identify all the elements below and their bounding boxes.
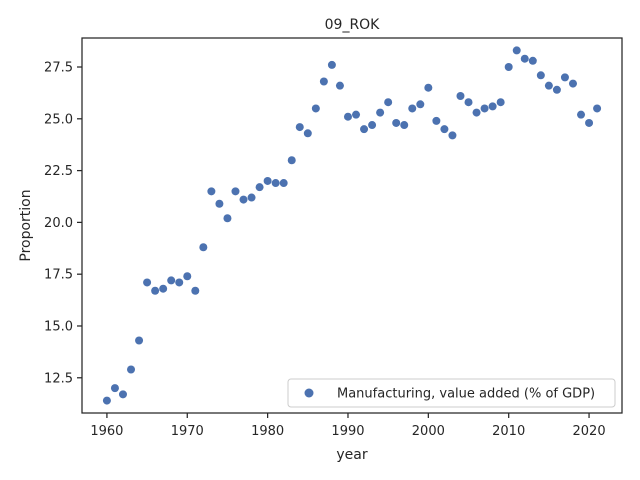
data-point: [247, 193, 256, 202]
x-tick-label: 2010: [492, 424, 525, 439]
x-tick-label: 1990: [331, 424, 364, 439]
data-points: [102, 46, 602, 405]
y-tick-label: 27.5: [44, 61, 73, 76]
data-point: [520, 54, 529, 63]
y-tick-label: 20.0: [44, 216, 73, 231]
data-point: [287, 156, 296, 165]
data-point: [488, 102, 497, 111]
data-point: [352, 110, 361, 119]
y-axis-label: Proportion: [18, 189, 34, 261]
data-point: [472, 108, 481, 117]
data-point: [191, 286, 200, 295]
data-point: [343, 112, 352, 121]
data-point: [327, 60, 336, 69]
data-point: [416, 100, 425, 109]
data-point: [319, 77, 328, 86]
x-axis-label: year: [336, 447, 367, 463]
data-point: [183, 272, 192, 281]
data-point: [151, 286, 160, 295]
x-tick-label: 1980: [251, 424, 284, 439]
data-point: [456, 92, 465, 101]
data-point: [432, 116, 441, 125]
data-point: [159, 284, 168, 293]
data-point: [568, 79, 577, 88]
data-point: [167, 276, 176, 285]
data-point: [392, 118, 401, 127]
data-point: [440, 125, 449, 134]
data-point: [271, 179, 280, 188]
y-tick-label: 25.0: [44, 112, 73, 127]
x-tick-label: 2020: [573, 424, 606, 439]
y-tick-label: 12.5: [44, 371, 73, 386]
y-tick-label: 15.0: [44, 319, 73, 334]
data-point: [263, 176, 272, 185]
data-point: [223, 214, 232, 223]
data-point: [368, 121, 377, 130]
legend-label: Manufacturing, value added (% of GDP): [337, 387, 595, 402]
x-tick-label: 1970: [171, 424, 204, 439]
data-point: [239, 195, 248, 204]
data-point: [360, 125, 369, 134]
data-point: [536, 71, 545, 80]
data-point: [448, 131, 457, 140]
data-point: [295, 123, 304, 132]
data-point: [512, 46, 521, 55]
data-point: [143, 278, 152, 287]
data-point: [215, 199, 224, 208]
axis-ticks: 1960 1970 1980 1990 2000 2010 2020 12.5 15.0 17.5…: [44, 61, 606, 439]
data-point: [376, 108, 385, 117]
y-tick-label: 17.5: [44, 268, 73, 283]
data-point: [231, 187, 240, 196]
data-point: [255, 183, 264, 192]
data-point: [110, 384, 119, 393]
x-tick-label: 2000: [412, 424, 445, 439]
data-point: [544, 81, 553, 90]
data-point: [496, 98, 505, 107]
data-point: [400, 121, 409, 130]
data-point: [504, 63, 513, 72]
data-point: [118, 390, 127, 399]
y-tick-label: 22.5: [44, 164, 73, 179]
data-point: [577, 110, 586, 119]
data-point: [127, 365, 136, 374]
data-point: [175, 278, 184, 287]
data-point: [135, 336, 144, 345]
data-point: [480, 104, 489, 113]
data-point: [311, 104, 320, 113]
data-point: [528, 56, 537, 65]
data-point: [207, 187, 216, 196]
chart-title: 09_ROK: [325, 17, 381, 33]
data-point: [424, 83, 433, 92]
legend-box: [287, 378, 616, 408]
data-point: [464, 98, 473, 107]
data-point: [552, 85, 561, 94]
data-point: [408, 104, 417, 113]
legend-marker: [304, 388, 314, 398]
data-point: [585, 118, 594, 127]
data-point: [335, 81, 344, 90]
plot-frame: [81, 37, 623, 414]
data-point: [199, 243, 208, 252]
x-tick-label: 1960: [90, 424, 123, 439]
legend: Manufacturing, value added (% of GDP): [287, 378, 616, 408]
data-point: [593, 104, 602, 113]
data-point: [384, 98, 393, 107]
data-point: [560, 73, 569, 82]
data-point: [303, 129, 312, 138]
data-point: [102, 396, 111, 405]
data-point: [279, 179, 288, 188]
